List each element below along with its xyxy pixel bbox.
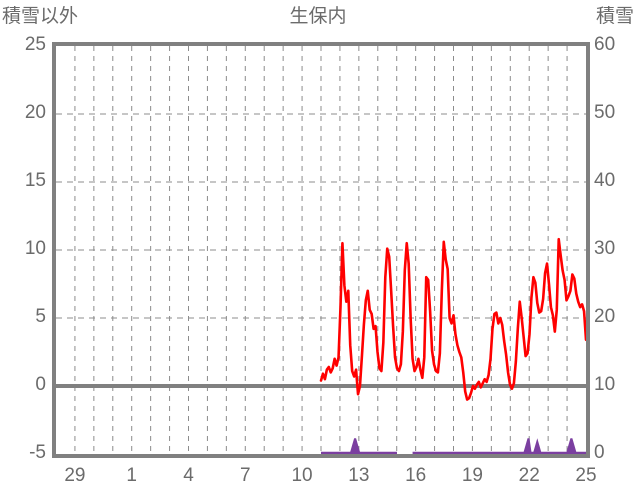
x-tick-label: 1 [126, 465, 137, 486]
x-tick-label: 7 [239, 465, 251, 486]
right-tick-label: 20 [594, 306, 616, 327]
x-tick-label: 10 [291, 465, 313, 486]
x-tick-label: 25 [575, 465, 597, 486]
left-tick-label: -5 [29, 442, 46, 463]
chart-title: 生保内 [289, 6, 347, 27]
snow-depth-series [321, 438, 586, 454]
right-tick-label: 0 [594, 442, 605, 463]
left-tick-label: 5 [35, 306, 46, 327]
left-tick-label: 10 [24, 238, 46, 259]
right-tick-label: 50 [594, 102, 616, 123]
right-tick-label: 60 [594, 34, 616, 55]
x-tick-label: 13 [348, 465, 370, 486]
left-axis-title: 積雪以外 [2, 6, 79, 27]
x-tick-label: 19 [461, 465, 483, 486]
left-tick-label: 25 [24, 34, 46, 55]
x-tick-label: 4 [183, 465, 194, 486]
right-tick-label: 40 [594, 170, 616, 191]
plot-inner [56, 46, 586, 454]
x-tick-label: 16 [405, 465, 427, 486]
left-tick-label: 15 [24, 170, 46, 191]
right-axis-title: 積雪 [595, 6, 634, 27]
right-tick-label: 30 [594, 238, 616, 259]
left-tick-label: 20 [24, 102, 46, 123]
right-tick-label: 10 [594, 374, 616, 395]
plot-area [52, 42, 590, 458]
plot-svg [56, 46, 586, 454]
x-tick-label: 29 [64, 465, 86, 486]
x-tick-label: 22 [518, 465, 540, 486]
left-tick-label: 0 [35, 374, 46, 395]
temperature-series [319, 237, 586, 401]
